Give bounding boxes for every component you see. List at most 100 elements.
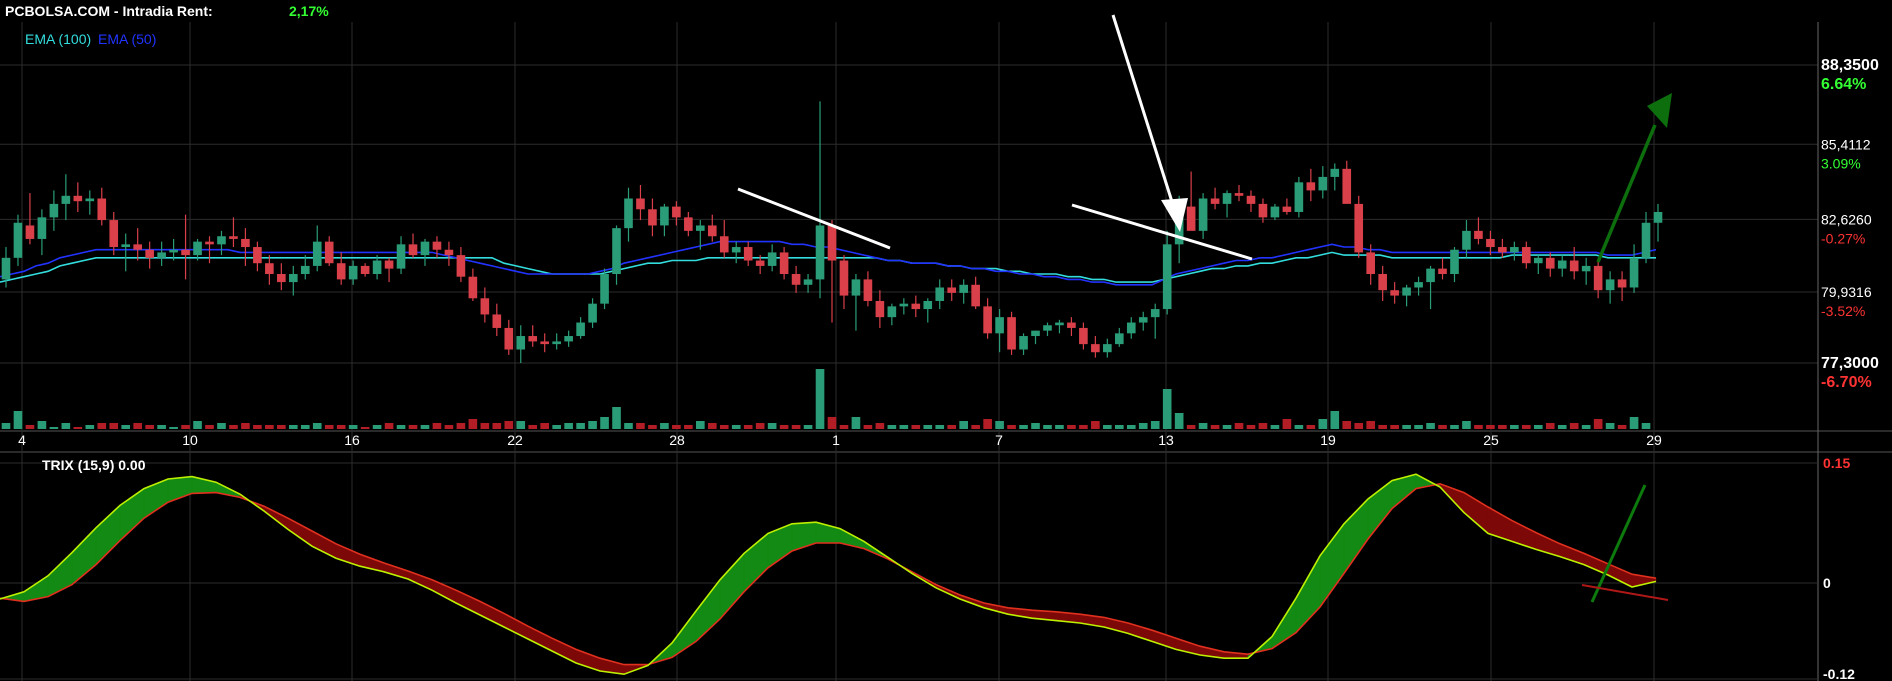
- volume-bar: [1402, 425, 1411, 429]
- trix-y-label: 0: [1823, 575, 1831, 591]
- candle-body: [492, 314, 502, 328]
- volume-bar: [1629, 417, 1639, 429]
- candle-body: [1498, 247, 1507, 253]
- arrow-down-head: [1161, 198, 1188, 232]
- candle-body: [396, 244, 406, 269]
- candle-body: [408, 244, 418, 256]
- trix-fill-segment: [1607, 563, 1633, 588]
- volume-bar: [719, 425, 729, 429]
- candle-body: [1067, 322, 1076, 328]
- candle-body: [791, 274, 801, 285]
- x-tick-label: 22: [507, 432, 523, 448]
- candle-body: [1007, 317, 1016, 350]
- candle-body: [121, 244, 131, 248]
- trix-fill-segment: [767, 523, 793, 569]
- volume-bar: [420, 425, 430, 429]
- header-title: PCBOLSA.COM - Intradia Rent:: [5, 3, 213, 19]
- volume-bar: [1557, 425, 1567, 429]
- volume-bar: [1138, 423, 1148, 429]
- volume-bar: [1354, 423, 1364, 429]
- x-tick-label: 28: [669, 432, 685, 448]
- arrow-down-shaft: [1111, 14, 1175, 206]
- volume-bar: [1043, 425, 1052, 429]
- candle-body: [97, 198, 107, 221]
- candle-body: [1079, 327, 1088, 345]
- candle-body: [13, 222, 23, 258]
- candle-body: [1, 257, 11, 280]
- volume-bar: [1079, 425, 1088, 429]
- price-level-pct: 6.64%: [1821, 76, 1866, 93]
- candle-body: [1282, 206, 1292, 212]
- candle-body: [1019, 336, 1028, 350]
- volume-bar: [336, 425, 346, 429]
- volume-bar: [827, 417, 837, 429]
- volume-bar: [229, 425, 238, 429]
- price-level-pct: -0.27%: [1821, 230, 1865, 246]
- candle-body: [49, 203, 59, 218]
- candle-body: [600, 274, 609, 304]
- candle-body: [1055, 322, 1064, 326]
- price-level-pct: 3.09%: [1821, 155, 1861, 171]
- candle-body: [696, 225, 705, 231]
- candle-body: [1246, 195, 1256, 204]
- candle-body: [660, 206, 669, 226]
- price-level-pct: -3.52%: [1821, 303, 1865, 319]
- candle-body: [803, 279, 813, 285]
- candle-body: [1557, 260, 1567, 269]
- volume-bar: [61, 423, 71, 429]
- volume-bar: [863, 425, 873, 429]
- volume-bar: [1, 423, 11, 429]
- candle-body: [1366, 252, 1376, 275]
- trix-fill-segment: [1127, 622, 1153, 642]
- x-tick-label: 29: [1646, 432, 1662, 448]
- volume-bar: [887, 425, 897, 429]
- volume-bar: [360, 427, 370, 429]
- volume-bar: [49, 427, 59, 429]
- price-level-label: 77,3000: [1821, 355, 1879, 372]
- candle-body: [1426, 268, 1435, 283]
- volume-bar: [37, 421, 47, 429]
- candle-body: [360, 265, 370, 275]
- candle-body: [552, 341, 561, 345]
- candle-body: [1258, 203, 1268, 218]
- volume-bar: [1593, 419, 1603, 429]
- candle-body: [1474, 230, 1483, 239]
- arrow-up-shaft: [1596, 124, 1657, 263]
- x-tick-label: 4: [18, 432, 26, 448]
- candle-body: [1306, 182, 1316, 191]
- volume-bar: [1438, 425, 1447, 429]
- trix-fill-segment: [95, 504, 121, 566]
- volume-bar: [1007, 425, 1016, 429]
- candle-body: [1414, 282, 1423, 288]
- trend-annotations: [737, 14, 1672, 603]
- volume-bar: [97, 423, 107, 429]
- volume-bar: [743, 425, 753, 429]
- candle-body: [672, 206, 681, 218]
- candle-body: [1581, 265, 1591, 272]
- candle-body: [612, 228, 621, 275]
- x-tick-label: 13: [1158, 432, 1174, 448]
- candle-body: [815, 225, 825, 280]
- candle-body: [229, 236, 238, 239]
- candle-body: [995, 317, 1004, 334]
- candle-body: [1222, 193, 1232, 204]
- candle-body: [181, 249, 190, 256]
- volume-bar: [767, 423, 777, 429]
- x-tick-label: 10: [182, 432, 198, 448]
- candle-body: [1533, 257, 1543, 264]
- volume-bar: [588, 421, 597, 429]
- candle-body: [336, 263, 346, 280]
- volume-bar: [1569, 423, 1579, 429]
- volume-bar: [241, 423, 250, 429]
- price-level-label: 82,6260: [1821, 211, 1872, 227]
- volume-bar: [205, 425, 214, 429]
- volume-bar: [923, 425, 933, 429]
- volume-bar: [1450, 425, 1459, 429]
- volume-bar: [1366, 421, 1376, 429]
- volume-bar: [540, 423, 550, 429]
- candle-body: [528, 336, 538, 342]
- candle-body: [1510, 247, 1519, 253]
- volume-bar: [1055, 425, 1064, 429]
- candle-body: [648, 209, 657, 226]
- volume-bar: [1186, 425, 1196, 429]
